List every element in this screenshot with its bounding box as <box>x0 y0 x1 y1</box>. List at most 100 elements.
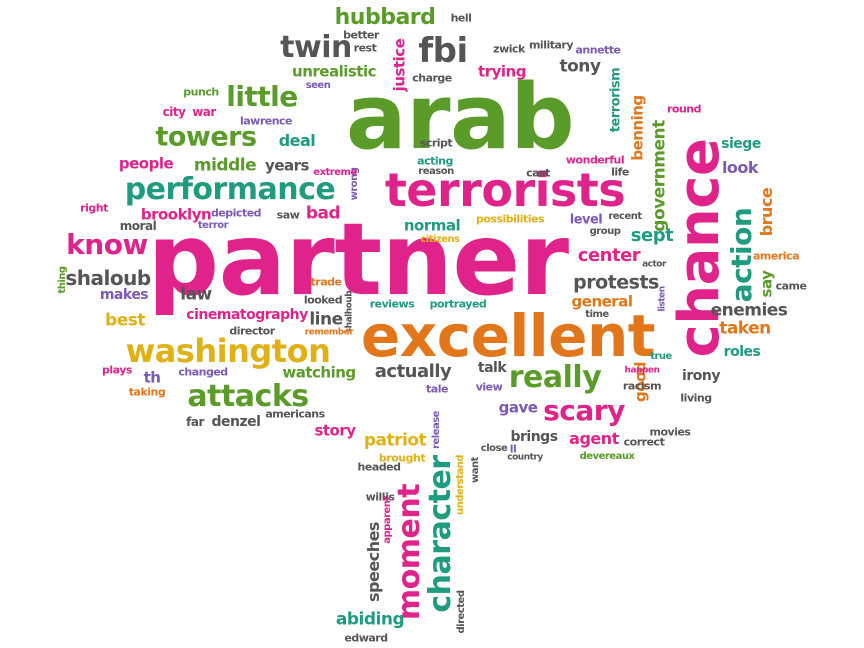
word-attacks: attacks <box>187 379 309 414</box>
word-happen: happen <box>624 365 660 376</box>
word-better: better <box>343 28 379 42</box>
word-lawrence: lawrence <box>239 114 293 128</box>
word-irony: irony <box>682 368 720 384</box>
word-possibilities: possibilities <box>475 212 545 226</box>
word-view: view <box>475 380 503 394</box>
word-justice: justice <box>390 38 409 92</box>
word-citizens: citizens <box>420 234 460 245</box>
word-military: military <box>528 38 574 52</box>
word-arab: arab <box>345 65 575 170</box>
word-say: say <box>757 270 776 298</box>
word-years: years <box>265 156 309 175</box>
word-enemies: enemies <box>710 300 788 321</box>
word-best: best <box>105 310 145 331</box>
word-hubbard: hubbard <box>334 5 436 30</box>
word-moral: moral <box>119 219 157 233</box>
word-actually: actually <box>374 361 452 382</box>
word-cast: cast <box>526 166 550 180</box>
word-trying: trying <box>478 62 526 81</box>
word-twin: twin <box>280 30 352 65</box>
word-patriot: patriot <box>363 430 427 451</box>
word-war: war <box>192 105 216 119</box>
word-deal: deal <box>278 131 316 150</box>
word-edward: edward <box>344 631 388 645</box>
word-towers: towers <box>155 121 257 153</box>
word-correct: correct <box>623 435 665 449</box>
word-rest: rest <box>353 41 377 55</box>
word-agent: agent <box>569 429 619 448</box>
word-law: law <box>180 284 212 305</box>
word-talk: talk <box>477 360 507 376</box>
word-center: center <box>577 245 641 266</box>
word-america: america <box>753 249 799 263</box>
word-reviews: reviews <box>369 297 415 311</box>
word-right: right <box>80 201 108 215</box>
word-fbi: fbi <box>418 31 468 71</box>
word-extreme: extreme <box>313 167 357 178</box>
word-willis: willis <box>365 490 395 504</box>
word-watching: watching <box>282 363 356 382</box>
word-want: want <box>470 457 481 483</box>
word-story: story <box>314 421 356 440</box>
word-terrorism: terrorism <box>608 67 624 133</box>
word-headed: headed <box>357 460 401 474</box>
word-seen: seen <box>305 80 331 91</box>
word-excellent: excellent <box>360 302 656 370</box>
word-normal: normal <box>403 216 461 235</box>
word-thing: thing <box>57 266 68 294</box>
word-close: close <box>480 443 508 454</box>
word-makes: makes <box>99 287 149 303</box>
word-terrorists: terrorists <box>384 163 626 217</box>
word-unrealistic: unrealistic <box>292 62 376 81</box>
word-gave: gave <box>498 398 538 417</box>
word-apparent: apparent <box>382 496 393 544</box>
word-tony: tony <box>559 56 602 77</box>
word-zwick: zwick <box>493 42 525 56</box>
word-devereaux: devereaux <box>579 451 635 462</box>
word-really: really <box>508 360 602 395</box>
word-acting: acting <box>417 154 453 168</box>
word-far: far <box>186 415 204 429</box>
word-script: script <box>419 136 453 150</box>
word-saw: saw <box>276 208 300 222</box>
word-bad: bad <box>305 203 341 224</box>
word-actor: actor <box>642 259 666 270</box>
word-sept: sept <box>630 225 674 246</box>
word-movies: movies <box>649 425 691 439</box>
word-time: time <box>585 309 609 320</box>
word-bruce: bruce <box>757 187 776 237</box>
word-benning: benning <box>628 95 647 161</box>
word-city: city <box>162 105 186 119</box>
word-annette: annette <box>575 43 621 57</box>
word-hell: hell <box>450 11 472 25</box>
word-life: life <box>611 165 629 179</box>
word-protests: protests <box>573 271 659 294</box>
word-brooklyn: brooklyn <box>140 205 212 224</box>
word-depicted: depicted <box>210 206 262 220</box>
word-terror: terror <box>197 220 229 231</box>
word-line: line <box>309 309 343 330</box>
word-looked: looked <box>303 293 343 307</box>
word-character: character <box>423 455 458 613</box>
word-taken: taken <box>719 318 771 339</box>
word-shaloub: shaloub <box>65 266 151 290</box>
word-government: government <box>649 120 670 232</box>
word-racism: racism <box>622 379 662 393</box>
word-partner: partner <box>147 201 569 318</box>
word-little: little <box>226 80 298 113</box>
word-performance: performance <box>124 172 336 207</box>
word-cinematography: cinematography <box>186 307 308 323</box>
word-portrayed: portrayed <box>429 297 487 311</box>
word-tale: tale <box>426 382 448 396</box>
word-ll: ll <box>509 442 517 456</box>
word-brings: brings <box>510 429 558 445</box>
word-americans: americans <box>265 407 325 421</box>
word-know: know <box>66 228 148 261</box>
word-group: group <box>589 226 621 237</box>
word-abiding: abiding <box>335 609 405 630</box>
word-moment: moment <box>392 483 427 621</box>
word-living: living <box>680 391 712 405</box>
word-brought: brought <box>378 451 426 465</box>
word-country: country <box>507 452 543 463</box>
